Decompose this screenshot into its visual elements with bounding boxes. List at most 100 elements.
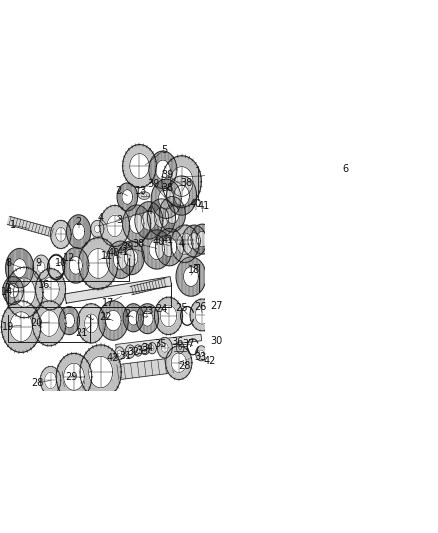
Polygon shape [184,266,198,286]
Polygon shape [33,255,49,279]
Polygon shape [177,233,193,255]
Polygon shape [166,205,179,223]
Text: 2: 2 [124,309,131,319]
Polygon shape [118,241,144,274]
Text: 41: 41 [198,201,210,212]
Polygon shape [160,305,177,327]
Polygon shape [130,154,149,179]
Polygon shape [80,345,121,399]
Text: 40: 40 [190,198,202,208]
Text: 37: 37 [182,339,194,349]
Polygon shape [50,220,71,248]
Polygon shape [142,230,172,269]
Polygon shape [56,353,92,400]
Polygon shape [40,367,61,394]
Text: 42: 42 [204,356,216,366]
Polygon shape [212,311,216,317]
Text: 26: 26 [194,302,207,311]
Polygon shape [125,345,135,358]
Polygon shape [196,346,207,361]
Polygon shape [122,190,133,204]
Polygon shape [3,277,23,305]
Text: 18: 18 [188,265,201,276]
Polygon shape [73,223,85,240]
Polygon shape [138,192,150,199]
Polygon shape [142,311,153,326]
Polygon shape [162,343,168,352]
Polygon shape [106,310,121,331]
Polygon shape [141,194,147,197]
Polygon shape [116,334,201,351]
Polygon shape [159,189,174,209]
Text: 6: 6 [343,164,349,174]
Polygon shape [89,357,113,388]
Text: 23: 23 [141,306,154,316]
Text: 4: 4 [98,213,104,223]
Polygon shape [98,301,128,340]
Polygon shape [190,299,214,331]
Polygon shape [95,225,100,232]
Polygon shape [123,304,144,332]
Text: 32: 32 [127,348,140,358]
Polygon shape [155,297,183,335]
Polygon shape [149,239,165,260]
Polygon shape [123,205,151,243]
Polygon shape [124,249,138,266]
Polygon shape [170,167,193,197]
Polygon shape [115,347,124,360]
Polygon shape [155,160,170,180]
Polygon shape [6,248,34,288]
Polygon shape [59,357,184,387]
Polygon shape [151,179,181,219]
Polygon shape [135,201,163,239]
Text: 39: 39 [121,242,134,252]
Polygon shape [148,343,156,354]
Text: 38: 38 [180,178,192,188]
Polygon shape [130,278,167,295]
Text: 36: 36 [171,337,183,347]
Text: 29: 29 [65,372,78,382]
Polygon shape [177,342,184,353]
Text: 9: 9 [35,257,42,268]
Text: 11: 11 [101,252,113,261]
Polygon shape [79,238,118,289]
Polygon shape [45,373,57,389]
Polygon shape [154,208,169,227]
Text: 14: 14 [1,287,13,297]
Text: 2: 2 [115,186,121,196]
Polygon shape [159,197,185,232]
Text: 41: 41 [117,247,129,257]
Polygon shape [205,350,214,362]
Text: 34: 34 [141,343,154,353]
Polygon shape [171,225,199,263]
Polygon shape [85,314,98,333]
Polygon shape [7,216,55,237]
Text: 12: 12 [63,253,75,263]
Polygon shape [35,269,66,310]
Polygon shape [117,350,121,356]
Polygon shape [10,312,32,342]
Text: 4: 4 [179,239,185,249]
Polygon shape [1,301,41,352]
Text: 4: 4 [147,206,153,216]
Text: 2: 2 [75,217,82,227]
Polygon shape [136,348,140,353]
Text: 31: 31 [119,351,131,361]
Polygon shape [39,310,59,336]
Polygon shape [208,353,212,359]
Polygon shape [42,277,59,301]
Text: 30: 30 [210,336,223,346]
Polygon shape [162,237,177,257]
Text: 28: 28 [179,360,191,370]
Polygon shape [166,176,197,215]
Text: 25: 25 [175,303,188,313]
Polygon shape [32,301,66,346]
Text: 8: 8 [5,257,11,268]
Polygon shape [143,346,147,352]
Text: 10: 10 [55,257,67,268]
Text: 19: 19 [2,321,14,332]
Text: 33: 33 [194,352,206,362]
Polygon shape [210,308,219,320]
Text: 17: 17 [102,298,115,308]
Text: 22: 22 [99,312,112,322]
